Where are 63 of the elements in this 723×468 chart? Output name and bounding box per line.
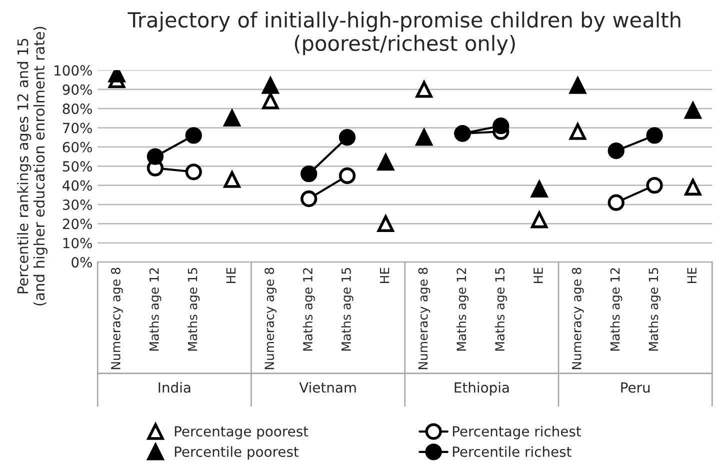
x-tick-label: Numeracy age 8 (264, 268, 276, 370)
x-tick-label: Maths age 12 (149, 268, 162, 351)
point (338, 129, 356, 146)
point (569, 77, 586, 94)
x-tick-label: Maths age 15 (341, 268, 354, 351)
y-tick-label: 100% (54, 65, 92, 76)
point (416, 129, 432, 146)
x-tick-label: Numeracy age 8 (110, 268, 123, 370)
legend-label: Percentile richest (452, 446, 572, 457)
text: India (158, 382, 190, 393)
point (684, 178, 702, 196)
point (569, 123, 586, 140)
point (146, 148, 164, 165)
y-tick-label: 50% (62, 161, 92, 172)
text: Vietnam (299, 382, 356, 393)
y-tick-label: 0% (72, 257, 92, 268)
text: Peru (621, 382, 650, 393)
legend-label: Percentage poorest (174, 426, 308, 440)
point (416, 81, 432, 98)
x-tick-label: Maths age 12 (456, 268, 469, 351)
point (377, 154, 394, 171)
point (608, 142, 624, 160)
x-tick-label: HE (534, 268, 543, 284)
point (300, 165, 318, 182)
x-tick-label: Numeracy age 8 (418, 268, 430, 370)
point (224, 110, 240, 127)
point (262, 92, 279, 110)
y-tick-label: 10% (63, 238, 92, 248)
y-tick-label: 80% (62, 104, 92, 114)
point (684, 102, 702, 119)
x-tick-label: Maths age 15 (494, 268, 507, 351)
x-tick-label: HE (380, 268, 390, 284)
point (646, 176, 663, 194)
y-tick-label: 30% (62, 199, 92, 210)
point (377, 215, 394, 232)
point (530, 212, 548, 228)
point (185, 127, 202, 144)
y-axis-title: Percentile rankings ages 12 and 15 (and higher education enrolment rate) (17, 26, 48, 306)
point (530, 180, 548, 198)
point (608, 194, 624, 211)
x-tick-label: Maths age 12 (302, 268, 315, 351)
x-tick-label: Maths age 15 (648, 268, 661, 351)
x-tick-label: HE (687, 268, 696, 284)
point (185, 164, 202, 180)
x-tick-label: Maths age 15 (188, 268, 200, 351)
point (262, 77, 279, 94)
point (300, 190, 318, 208)
point (492, 118, 510, 134)
y-tick-label: 40% (62, 180, 92, 191)
y-tick-label: 90% (62, 84, 92, 95)
y-tick-label: 20% (62, 218, 92, 230)
x-tick-label: Numeracy age 8 (572, 268, 584, 370)
y-tick-label: 60% (62, 142, 92, 152)
legend-label: Percentile poorest (174, 446, 299, 460)
legend-label: Percentage richest (452, 426, 582, 440)
y-tick-label: 70% (63, 122, 92, 134)
x-tick-label: Maths age 12 (610, 268, 622, 351)
point (338, 167, 356, 184)
chart-title: Trajectory of initially-high-promise children by wealth (poorest/richest only) (128, 12, 680, 56)
point (646, 127, 663, 144)
point (224, 171, 240, 188)
x-tick-label: HE (226, 268, 236, 284)
text: Ethiopia (454, 382, 509, 396)
